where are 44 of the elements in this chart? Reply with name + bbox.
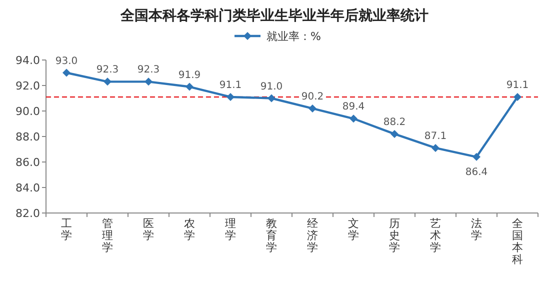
x-tick-label: 医学	[143, 217, 154, 242]
data-label: 93.0	[55, 56, 78, 67]
point	[472, 152, 480, 161]
data-label: 86.4	[465, 166, 488, 178]
x-tick-label: 经济学	[307, 217, 318, 254]
x-tick-label: 教育学	[266, 217, 277, 254]
data-label: 87.1	[424, 130, 447, 142]
x-tick-label: 文学	[348, 217, 359, 242]
x-tick-label: 法学	[471, 217, 482, 242]
chart-title: 全国本科各学科门类毕业生毕业半年后就业率统计	[120, 7, 428, 24]
point	[350, 114, 358, 123]
y-tick-label: 92.0	[16, 80, 40, 92]
point	[390, 130, 398, 138]
x-tick-label: 农学	[184, 217, 195, 242]
point	[144, 78, 152, 86]
x-tick-label: 艺术学	[430, 217, 441, 254]
y-tick-label: 90.0	[16, 105, 40, 118]
legend-label: 就业率：%	[266, 30, 321, 43]
data-label: 89.4	[342, 102, 365, 113]
point	[62, 68, 70, 77]
point	[104, 78, 112, 86]
x-tick-label: 全国本科	[512, 217, 523, 266]
point	[308, 104, 316, 112]
point	[226, 92, 234, 101]
data-label: 91.1	[506, 80, 529, 91]
point	[514, 92, 522, 101]
y-tick-label: 88.0	[16, 130, 40, 144]
data-label: 92.3	[137, 64, 160, 76]
data-label: 92.3	[96, 64, 119, 76]
y-tick-label: 86.0	[16, 156, 40, 169]
x-tick-label: 管理学	[102, 217, 113, 254]
point	[268, 94, 276, 102]
y-tick-label: 84.0	[16, 182, 40, 194]
x-tick-label: 理学	[225, 217, 236, 242]
y-tick-label: 82.0	[16, 207, 40, 220]
x-tick-label: 工学	[61, 217, 72, 242]
data-label: 88.2	[383, 116, 406, 128]
data-label: 91.1	[219, 80, 242, 91]
data-label: 91.0	[260, 81, 283, 92]
x-tick-label: 历史学	[389, 217, 400, 254]
point	[186, 82, 194, 91]
data-label: 91.9	[178, 70, 201, 81]
point	[432, 144, 440, 152]
y-tick-label: 94.0	[16, 54, 40, 67]
